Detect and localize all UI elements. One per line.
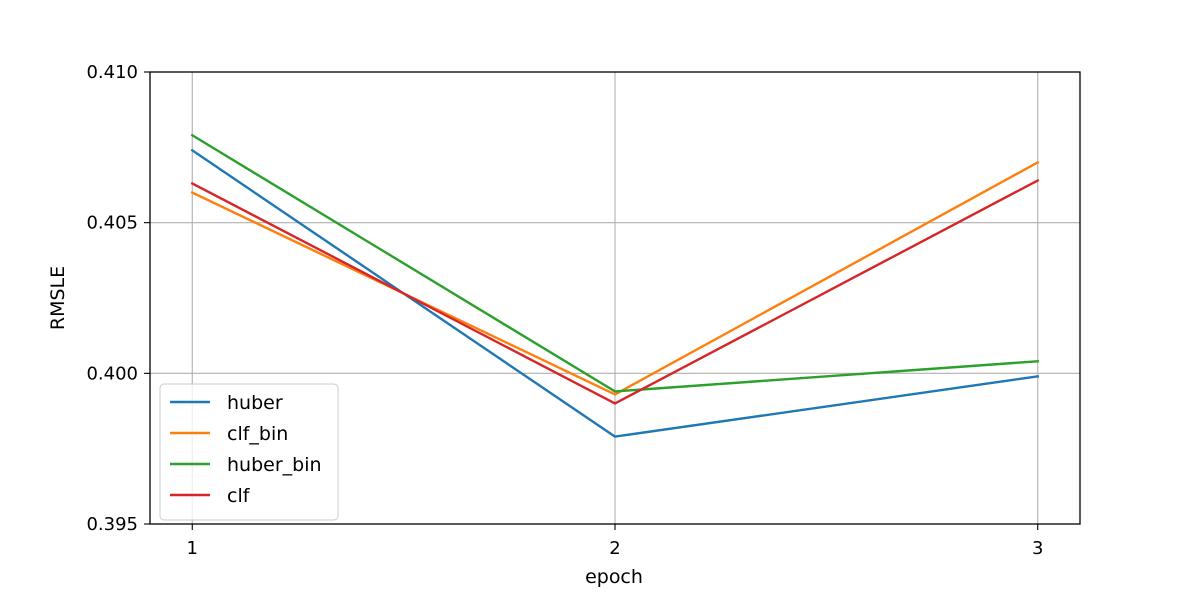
legend-label-clf-bin: clf_bin <box>227 423 288 445</box>
series-line-clf <box>190 178 1040 405</box>
x-tick-label-2: 2 <box>609 538 620 559</box>
y-tick-label-2: 0.400 <box>86 363 138 384</box>
series-lines <box>190 133 1040 438</box>
y-tick-label-3: 0.405 <box>86 213 138 234</box>
series-line-huber <box>190 148 1040 438</box>
y-axis-title: RMSLE <box>47 266 69 330</box>
y-tick-label-4: 0.410 <box>86 62 138 83</box>
series-line-huber-bin <box>190 133 1040 393</box>
axis-ticks: 1 2 3 0.395 0.400 0.405 0.410 <box>86 62 1043 559</box>
x-tick-label-1: 1 <box>187 538 198 559</box>
series-line-clf-bin <box>190 160 1040 396</box>
x-tick-label-3: 3 <box>1032 538 1043 559</box>
y-tick-label-1: 0.395 <box>86 514 138 535</box>
legend-box <box>159 383 339 521</box>
legend-label-clf: clf <box>227 485 251 507</box>
legend-label-huber-bin: huber_bin <box>227 454 322 476</box>
legend-label-huber: huber <box>227 392 283 414</box>
x-axis-title: epoch <box>585 566 643 588</box>
